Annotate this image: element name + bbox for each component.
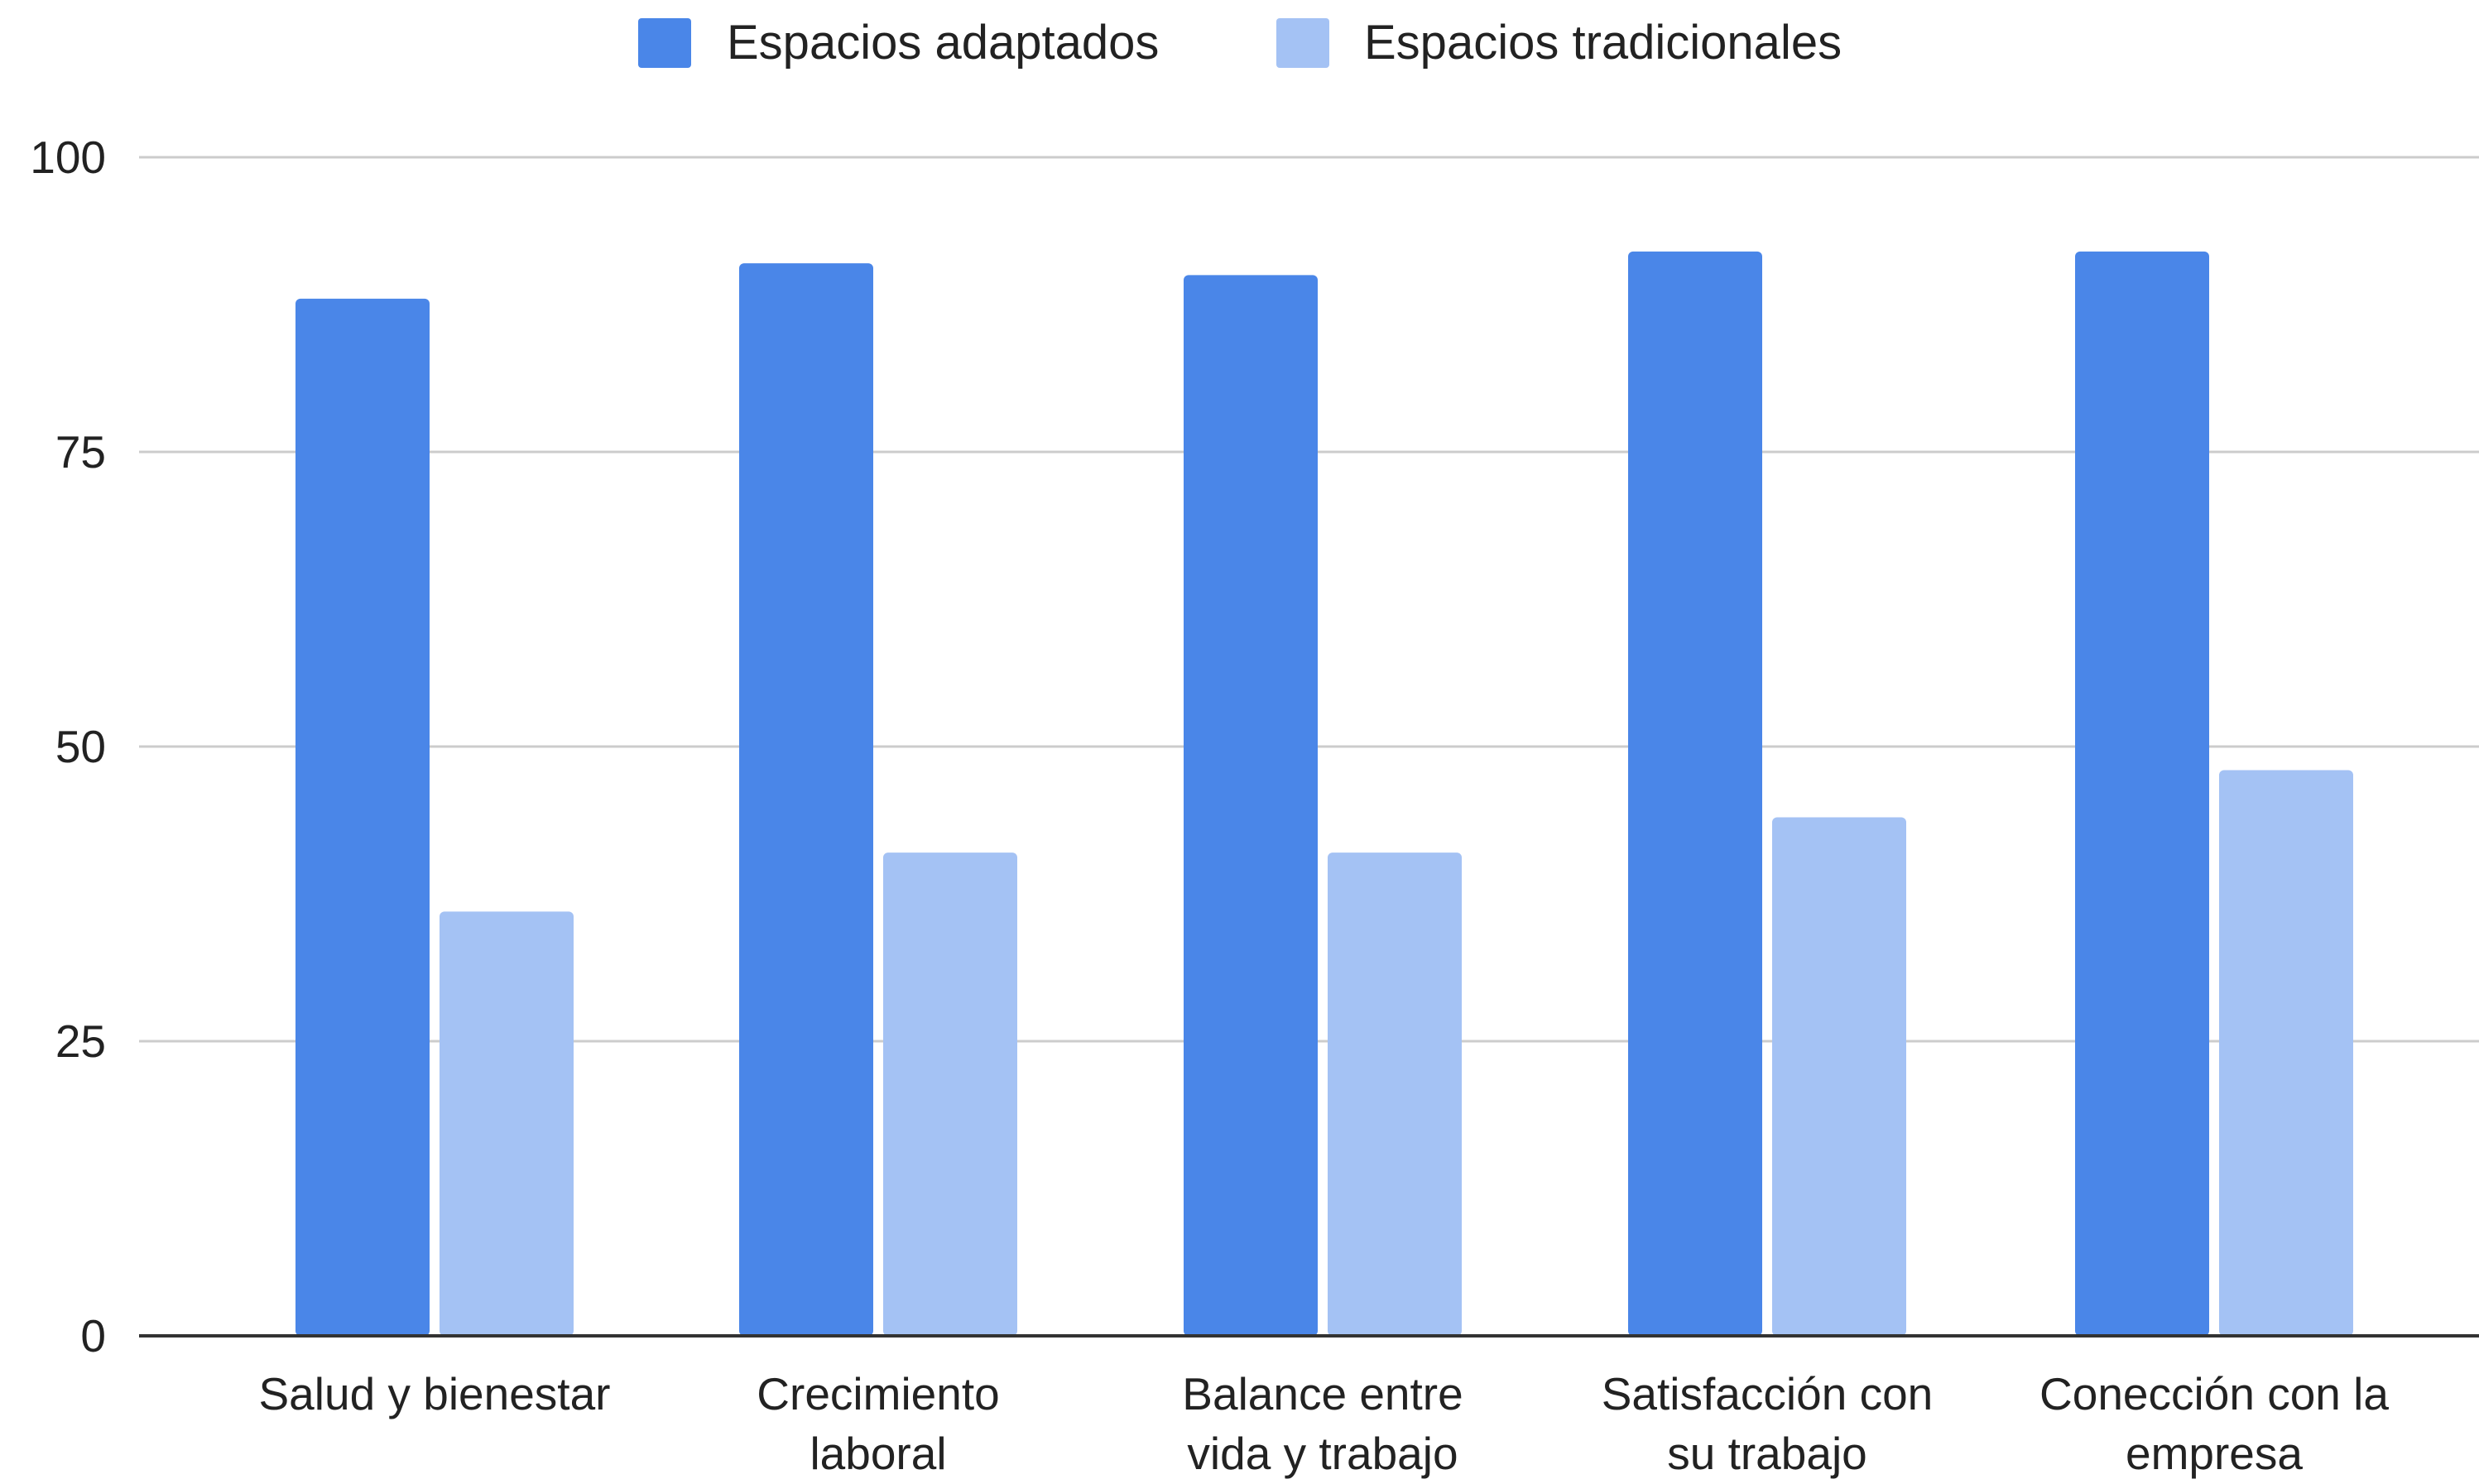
- bar-adaptados-3: [1628, 251, 1762, 1336]
- y-tick-label: 0: [80, 1310, 106, 1362]
- legend-item: Espacios tradicionales: [1276, 16, 1842, 70]
- x-category-label: Salud y bienestar: [259, 1368, 611, 1419]
- bar-tradicionales-1: [883, 852, 1017, 1336]
- x-category-label-line: empresa: [2126, 1428, 2303, 1479]
- x-category-label-line: vida y trabajo: [1187, 1428, 1458, 1479]
- x-axis-category-labels: Salud y bienestar Crecimiento laboral Balan…: [259, 1368, 2390, 1479]
- y-axis-tick-labels: 0 25 50 75 100: [30, 132, 106, 1362]
- bar-adaptados-0: [295, 298, 430, 1336]
- bar-tradicionales-4: [2219, 770, 2353, 1336]
- x-category-label-line: Crecimiento: [757, 1368, 999, 1419]
- y-tick-label: 75: [55, 426, 106, 478]
- bar-adaptados-2: [1184, 275, 1318, 1336]
- x-category-label: Crecimiento laboral: [757, 1368, 999, 1479]
- x-category-label: Satisfacción con su trabajo: [1602, 1368, 1934, 1479]
- bars: [295, 251, 2353, 1336]
- bar-adaptados-4: [2075, 251, 2209, 1336]
- y-tick-label: 100: [30, 132, 106, 183]
- bar-adaptados-1: [739, 263, 873, 1336]
- x-category-label-line: Salud y bienestar: [259, 1368, 611, 1419]
- legend: Espacios adaptados Espacios tradicionales: [638, 16, 1842, 70]
- legend-swatch: [1276, 18, 1329, 68]
- x-category-label-line: su trabajo: [1667, 1428, 1867, 1479]
- legend-label: Espacios tradicionales: [1364, 16, 1842, 70]
- x-category-label-line: Balance entre: [1182, 1368, 1463, 1419]
- x-category-label: Conección con la empresa: [2039, 1368, 2389, 1479]
- x-category-label-line: Satisfacción con: [1602, 1368, 1934, 1419]
- y-tick-label: 25: [55, 1016, 106, 1067]
- legend-swatch: [638, 18, 691, 68]
- x-category-label-line: laboral: [810, 1428, 946, 1479]
- x-category-label: Balance entre vida y trabajo: [1182, 1368, 1463, 1479]
- x-category-label-line: Conección con la: [2039, 1368, 2389, 1419]
- legend-item: Espacios adaptados: [638, 16, 1159, 70]
- bar-tradicionales-3: [1772, 817, 1906, 1336]
- bar-tradicionales-2: [1328, 852, 1462, 1336]
- y-tick-label: 50: [55, 721, 106, 772]
- bar-tradicionales-0: [440, 911, 574, 1336]
- legend-label: Espacios adaptados: [727, 16, 1159, 70]
